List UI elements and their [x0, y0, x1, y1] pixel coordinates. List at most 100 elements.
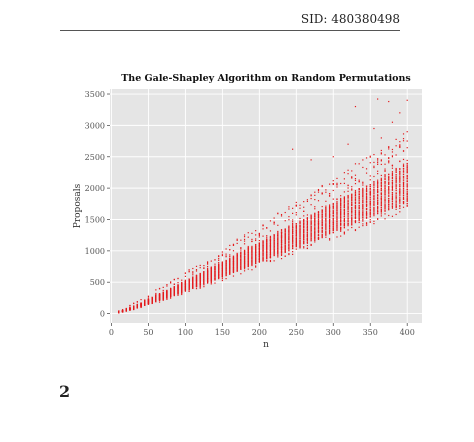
- data-point: [221, 272, 223, 274]
- data-point: [314, 231, 316, 233]
- data-point: [358, 196, 360, 198]
- data-point: [373, 127, 375, 130]
- data-point: [351, 224, 353, 226]
- data-point: [225, 260, 227, 263]
- data-point: [299, 230, 301, 232]
- data-point: [317, 222, 320, 224]
- data-point: [373, 188, 375, 190]
- data-point: [402, 168, 405, 170]
- data-point: [277, 248, 279, 250]
- data-point: [391, 205, 394, 207]
- data-point: [299, 222, 301, 224]
- data-point: [236, 260, 238, 262]
- data-point: [391, 185, 394, 188]
- data-point: [340, 230, 342, 232]
- data-point: [328, 212, 331, 214]
- data-point: [377, 199, 379, 201]
- data-point: [203, 272, 205, 274]
- data-point: [402, 183, 405, 185]
- data-point: [343, 223, 345, 225]
- data-point: [402, 140, 405, 142]
- data-point: [262, 243, 264, 245]
- data-point: [321, 214, 323, 216]
- data-point: [317, 215, 320, 218]
- data-point: [373, 206, 375, 208]
- data-point: [373, 203, 375, 206]
- data-point: [258, 242, 260, 244]
- data-point: [388, 198, 390, 200]
- data-point: [384, 182, 386, 185]
- data-point: [273, 236, 275, 239]
- data-point: [402, 198, 405, 200]
- data-point: [288, 244, 290, 246]
- data-point: [280, 241, 283, 244]
- data-point: [255, 230, 257, 232]
- data-point: [343, 182, 345, 184]
- data-point: [384, 175, 386, 177]
- data-point: [255, 258, 257, 261]
- data-point: [351, 209, 353, 211]
- data-point: [336, 184, 338, 186]
- data-point: [384, 154, 386, 156]
- data-point: [406, 192, 408, 195]
- data-point: [284, 229, 286, 231]
- data-point: [292, 232, 294, 235]
- data-point: [402, 206, 405, 208]
- data-point: [295, 225, 297, 227]
- data-point: [162, 299, 164, 301]
- data-point: [284, 235, 286, 237]
- data-point: [340, 199, 342, 201]
- data-point: [195, 277, 198, 279]
- data-point: [310, 244, 312, 246]
- data-point: [399, 145, 401, 147]
- data-point: [395, 213, 397, 216]
- data-point: [243, 260, 246, 262]
- data-point: [343, 199, 345, 201]
- data-point: [292, 219, 294, 221]
- data-point: [399, 211, 401, 213]
- data-point: [280, 240, 283, 242]
- data-point: [262, 257, 264, 259]
- data-point: [255, 250, 257, 252]
- data-point: [221, 254, 223, 257]
- data-point: [325, 218, 327, 220]
- data-point: [284, 211, 286, 214]
- data-point: [206, 270, 209, 272]
- data-point: [380, 159, 382, 161]
- data-point: [391, 203, 394, 205]
- data-point: [232, 268, 235, 270]
- data-point: [303, 240, 305, 242]
- data-point: [395, 187, 397, 189]
- data-point: [332, 205, 334, 208]
- data-point: [262, 240, 264, 242]
- data-point: [221, 275, 223, 277]
- data-point: [258, 247, 260, 249]
- data-point: [354, 212, 357, 214]
- data-point: [391, 181, 394, 183]
- data-point: [303, 247, 305, 249]
- data-point: [188, 287, 190, 290]
- data-point: [299, 237, 301, 239]
- data-point: [395, 138, 397, 140]
- data-point: [399, 185, 401, 187]
- data-point: [310, 225, 312, 228]
- data-point: [206, 262, 209, 264]
- data-point: [258, 260, 260, 263]
- data-point: [277, 234, 279, 236]
- data-point: [218, 255, 220, 257]
- data-point: [362, 198, 364, 200]
- data-point: [380, 160, 382, 162]
- data-point: [214, 278, 216, 280]
- data-point: [236, 262, 238, 264]
- data-point: [388, 173, 390, 175]
- data-point: [373, 194, 375, 196]
- data-point: [232, 271, 235, 273]
- data-point: [351, 218, 353, 220]
- data-point: [365, 204, 368, 206]
- data-point: [277, 235, 279, 237]
- data-point: [251, 260, 253, 262]
- data-point: [258, 252, 260, 254]
- data-point: [388, 157, 390, 159]
- data-point: [284, 230, 286, 232]
- data-point: [314, 237, 316, 239]
